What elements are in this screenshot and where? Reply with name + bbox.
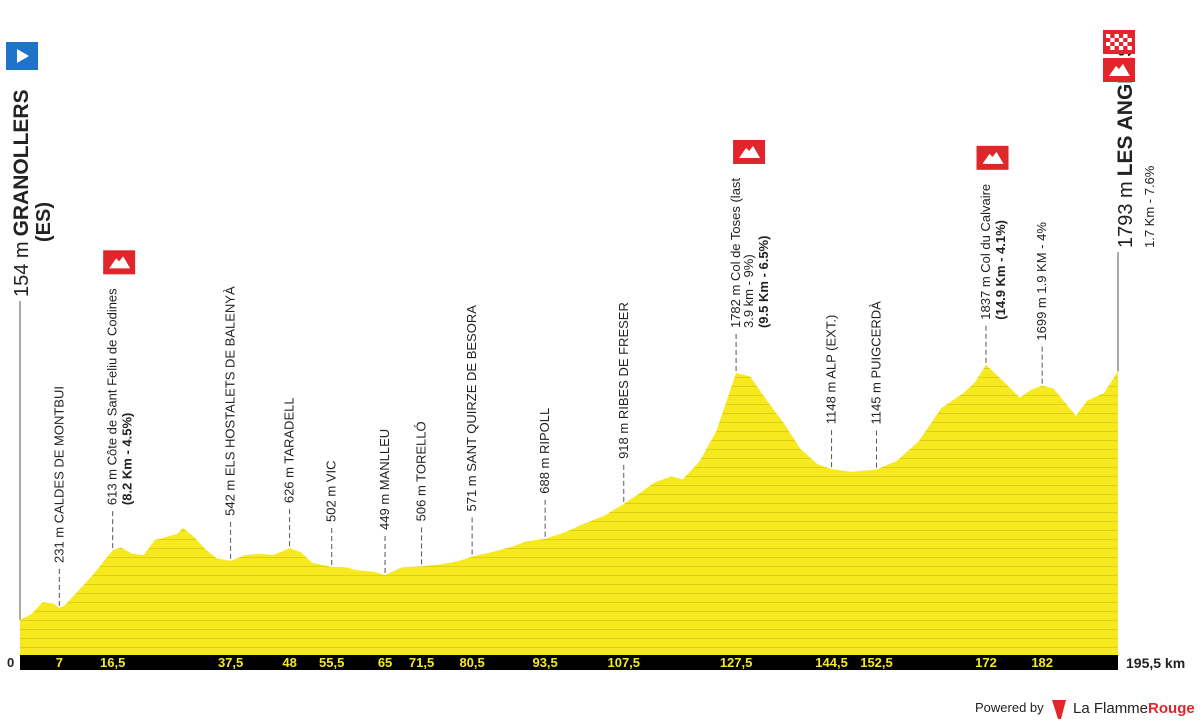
- waypoint-label: 1837 m Col du Calvaire (14.9 Km - 4.1%): [978, 184, 1008, 320]
- waypoint-text: 1782 m Col de Toses (last: [728, 178, 743, 328]
- waypoint-label: 1148 m ALP (EXT.): [824, 315, 839, 424]
- x-tick-label: 127,5: [720, 655, 753, 670]
- waypoint-label: 571 m SANT QUIRZE DE BESORA: [464, 305, 479, 512]
- x-tick-label: 144,5: [815, 655, 848, 670]
- waypoint-text: 502 m VIC: [324, 461, 339, 522]
- waypoint-label: 613 m Côte de Sant Feliu de Codines (8.2 …: [105, 288, 135, 505]
- waypoint-text: 626 m TARADELL: [282, 397, 297, 503]
- elevation-area: [20, 364, 1118, 655]
- waypoint-label: 506 m TORELLÓ: [414, 421, 429, 521]
- x-tick-label: 37,5: [218, 655, 243, 670]
- finish-detail: 1.7 Km - 7.6%: [1142, 165, 1157, 248]
- climb-detail: (9.5 Km - 6.5%): [756, 236, 771, 328]
- brand-logo: [1052, 700, 1066, 719]
- waypoint-label: 1145 m PUIGCERDÀ: [868, 301, 883, 425]
- climb-icon-mountain: [109, 256, 131, 269]
- x-tick-label: 182: [1031, 655, 1053, 670]
- climb-icon: [103, 250, 136, 275]
- climb-detail: (14.9 Km - 4.1%): [993, 220, 1008, 320]
- powered-by: Powered by: [975, 700, 1044, 715]
- finish-flag-check: [1127, 38, 1132, 42]
- x-tick-label: 152,5: [860, 655, 893, 670]
- x-tick-label: 93,5: [532, 655, 557, 670]
- waypoint-text: 1837 m Col du Calvaire: [978, 184, 993, 320]
- finish-flag-check: [1110, 46, 1115, 50]
- x-tick-label: 55,5: [319, 655, 344, 670]
- x-tick-label: 71,5: [409, 655, 434, 670]
- waypoint-text: 449 m MANLLEU: [377, 429, 392, 530]
- footer: Powered by La FlammeRouge: [975, 700, 1195, 719]
- start-label: 154 m GRANOLLERS (ES): [10, 89, 55, 297]
- waypoint-text: 918 m RIBES DE FRESER: [616, 302, 631, 459]
- waypoint-text: 506 m TORELLÓ: [414, 421, 429, 521]
- climb-detail: (8.2 Km - 4.5%): [120, 413, 135, 505]
- x-tick-label: 16,5: [100, 655, 125, 670]
- finish-flag-check: [1118, 38, 1124, 42]
- x-tick-label: 80,5: [459, 655, 484, 670]
- finish-flag-check: [1127, 46, 1132, 50]
- waypoint-text: 613 m Côte de Sant Feliu de Codines: [105, 288, 120, 505]
- climb-icon: [1103, 58, 1135, 82]
- waypoint-label: 449 m MANLLEU: [377, 429, 392, 530]
- x-tick-label: 195,5 km: [1126, 655, 1185, 671]
- x-tick-label: 48: [282, 655, 296, 670]
- waypoint-text: 1699 m 1.9 KM - 4%: [1034, 222, 1049, 341]
- finish-altitude: 1793 m: [1115, 181, 1137, 248]
- waypoint-text: 1148 m ALP (EXT.): [824, 315, 839, 424]
- distance-bar: [20, 655, 1118, 670]
- finish-flag-check: [1123, 34, 1128, 38]
- waypoint-label: 231 m CALDES DE MONTBUI: [51, 386, 66, 563]
- finish-flag-check: [1110, 38, 1115, 42]
- waypoint-label: 626 m TARADELL: [282, 397, 297, 503]
- finish-flag-check: [1114, 42, 1119, 46]
- brand-accent: Rouge: [1148, 700, 1195, 717]
- start-icon: [6, 42, 38, 70]
- waypoint-label: 502 m VIC: [324, 461, 339, 522]
- climb-icon-mountain: [1109, 64, 1130, 76]
- x-tick-label: 0: [7, 655, 14, 670]
- waypoint-text: 571 m SANT QUIRZE DE BESORA: [464, 305, 479, 512]
- waypoint-label: 542 m ELS HOSTALETS DE BALENYÀ: [223, 286, 238, 516]
- waypoint-label: 688 m RIPOLL: [537, 408, 552, 494]
- start-name: 154 m GRANOLLERS: [10, 89, 33, 297]
- x-tick-label: 65: [378, 655, 392, 670]
- start-town: GRANOLLERS: [10, 89, 33, 236]
- waypoint-text: 3.9 km - 9%): [741, 254, 756, 328]
- waypoint-label: 1699 m 1.9 KM - 4%: [1034, 222, 1049, 341]
- climb-icon: [733, 139, 766, 164]
- waypoint-text: 542 m ELS HOSTALETS DE BALENYÀ: [223, 286, 238, 516]
- brand-name: La Flamme: [1073, 700, 1148, 717]
- climb-icon-mountain: [982, 151, 1004, 164]
- waypoint-label: 918 m RIBES DE FRESER: [616, 302, 631, 459]
- finish-flag-check: [1106, 42, 1111, 46]
- brand: La FlammeRouge: [1073, 700, 1195, 717]
- start-country: (ES): [33, 202, 55, 242]
- finish-flag: [1103, 30, 1135, 54]
- finish-flag-check: [1118, 46, 1124, 50]
- climb-icon: [976, 145, 1009, 170]
- waypoint-text: 1145 m PUIGCERDÀ: [868, 301, 883, 425]
- finish-flag-check: [1106, 34, 1111, 38]
- finish-flag-check: [1123, 42, 1128, 46]
- climb-icon-mountain: [739, 145, 761, 158]
- waypoint-text: 231 m CALDES DE MONTBUI: [51, 386, 66, 563]
- x-tick-label: 107,5: [607, 655, 640, 670]
- start-altitude: 154 m: [11, 241, 33, 297]
- finish-flag-check: [1114, 34, 1119, 38]
- x-tick-label: 7: [56, 655, 63, 670]
- waypoint-text: 688 m RIPOLL: [537, 408, 552, 494]
- x-tick-label: 172: [975, 655, 997, 670]
